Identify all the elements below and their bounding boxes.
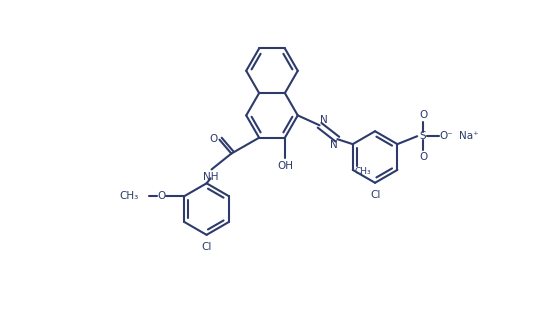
- Text: OH: OH: [278, 161, 294, 171]
- Text: NH: NH: [203, 172, 218, 182]
- Text: CH₃: CH₃: [119, 191, 138, 201]
- Text: Cl: Cl: [201, 242, 212, 252]
- Text: N: N: [320, 115, 327, 125]
- Text: O: O: [419, 152, 427, 162]
- Text: O: O: [157, 191, 166, 201]
- Text: Na⁺: Na⁺: [459, 131, 478, 141]
- Text: O: O: [419, 110, 427, 120]
- Text: O⁻: O⁻: [439, 131, 453, 141]
- Text: Cl: Cl: [370, 190, 380, 200]
- Text: N: N: [330, 140, 337, 150]
- Text: CH₃: CH₃: [355, 167, 371, 176]
- Text: S: S: [420, 131, 426, 141]
- Text: O: O: [210, 134, 218, 144]
